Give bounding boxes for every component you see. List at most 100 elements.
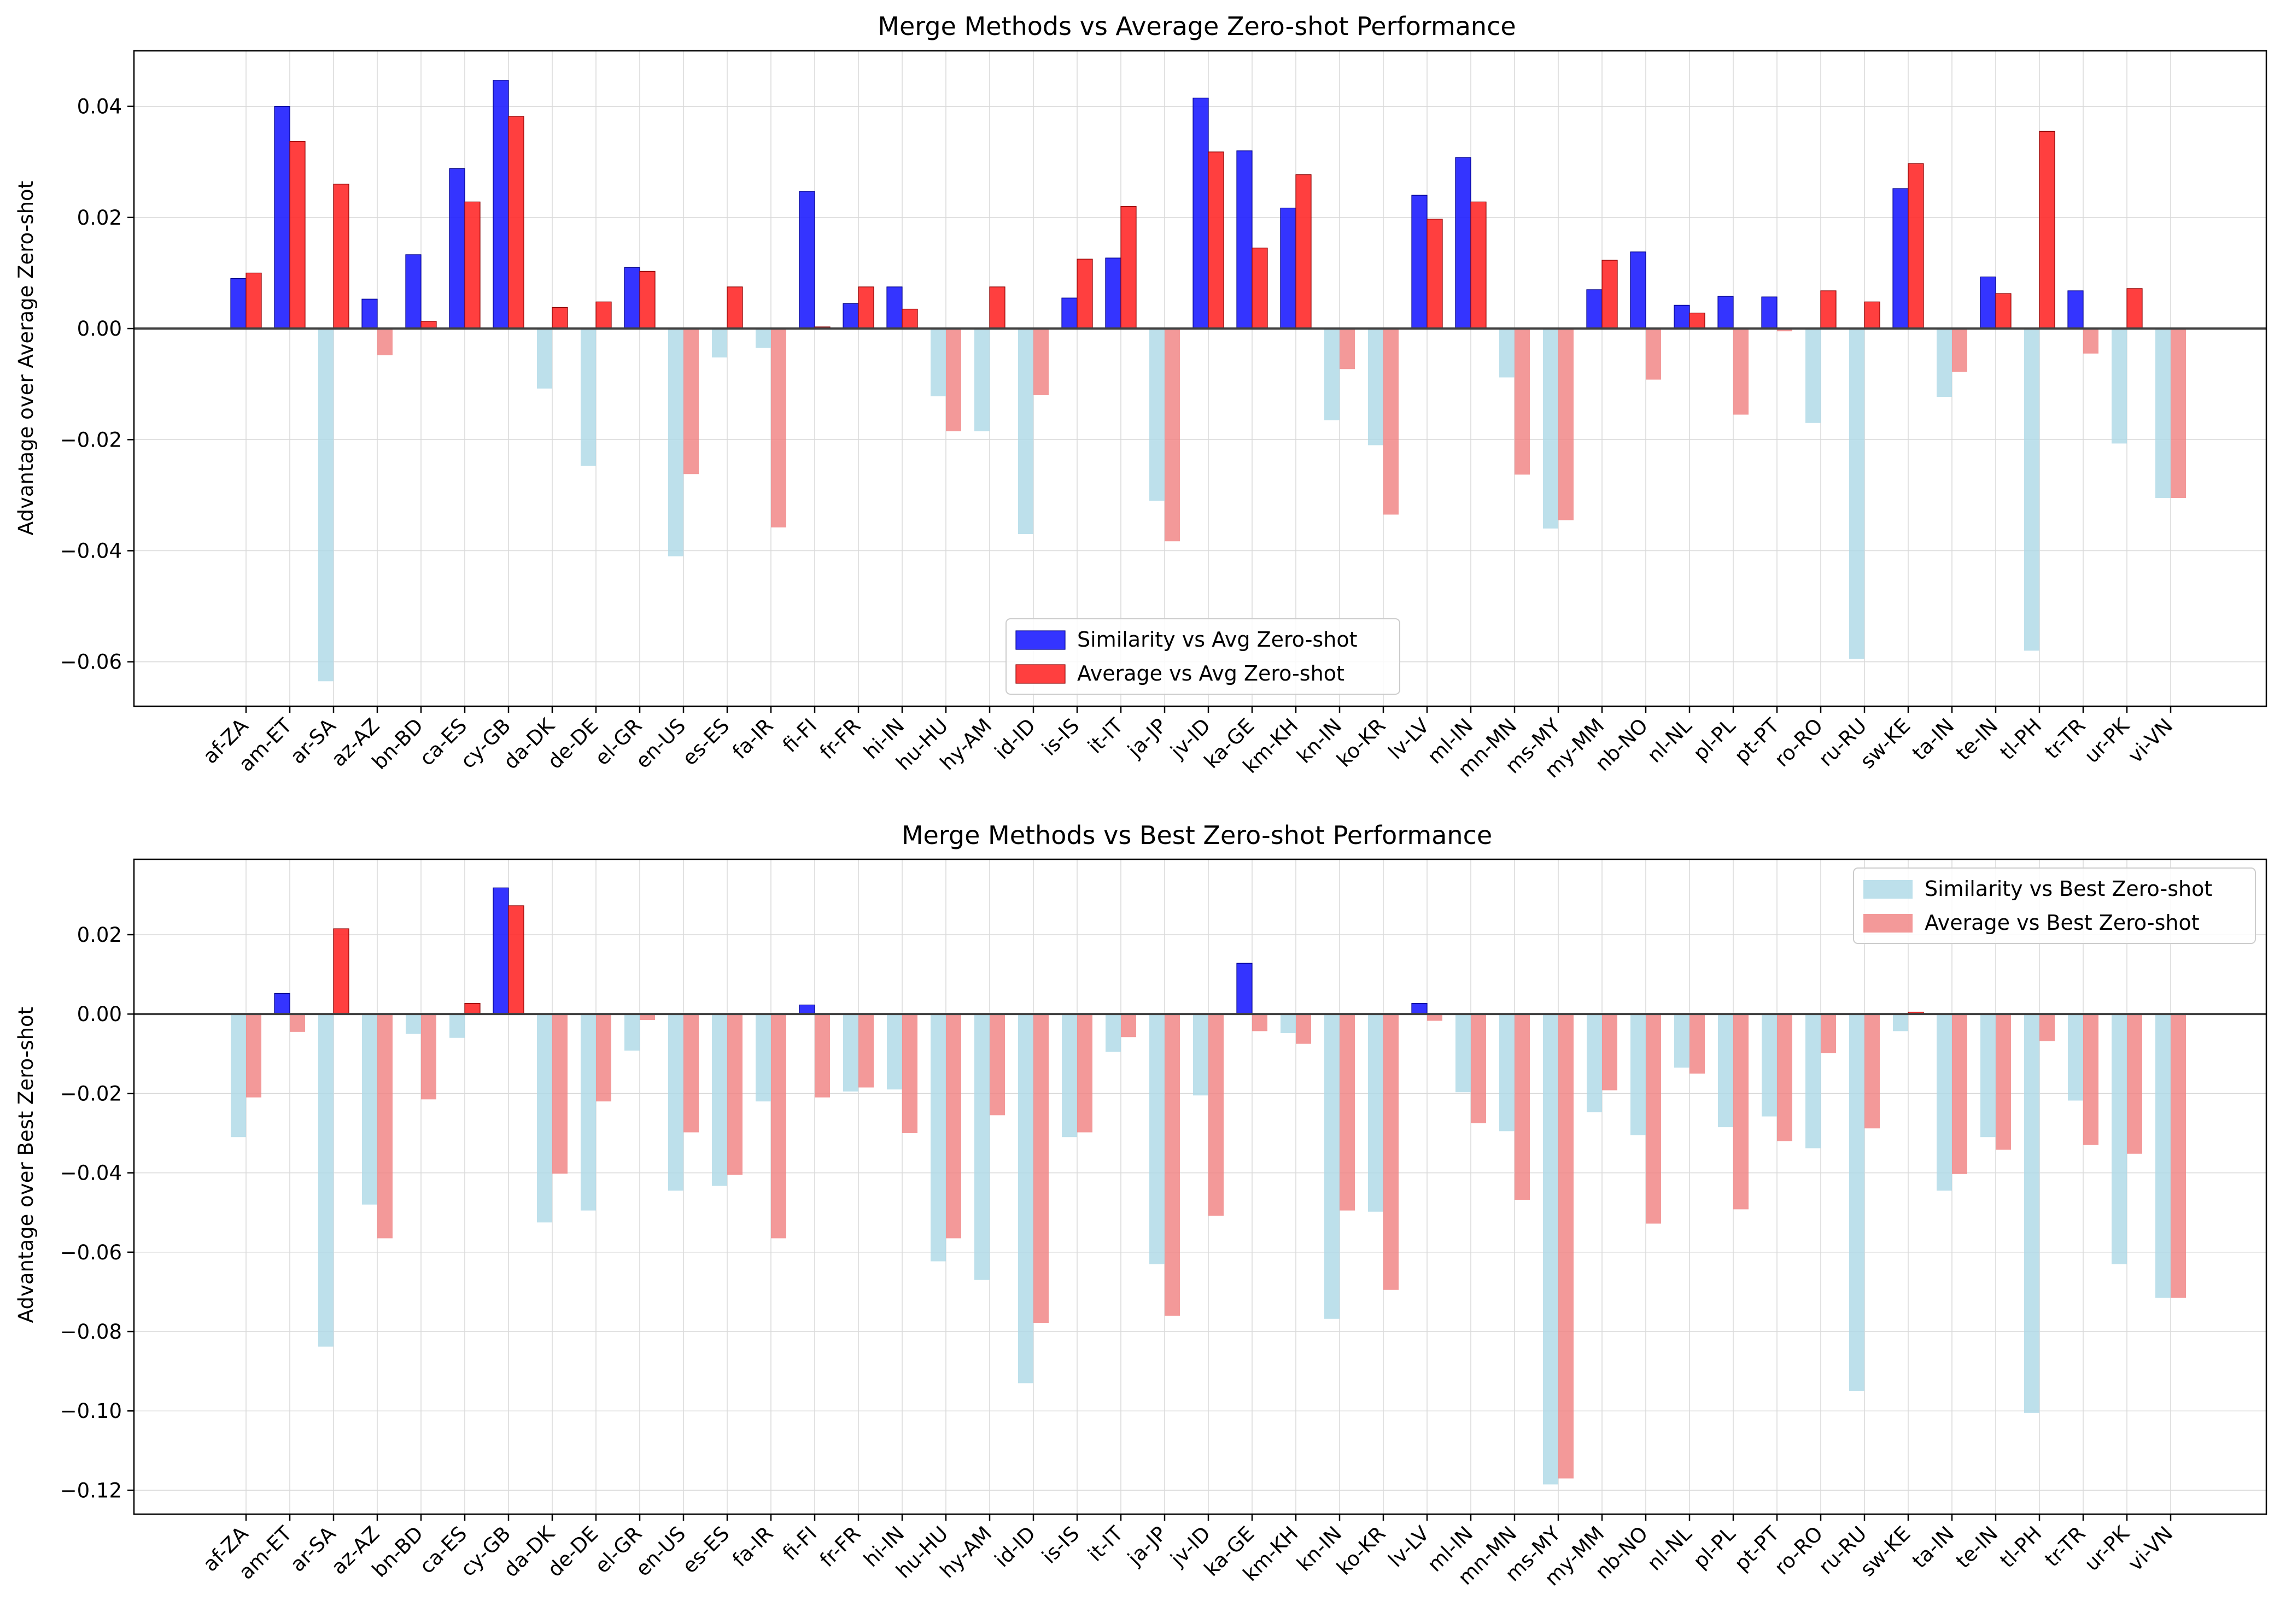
- bars: [231, 887, 2186, 1485]
- y-tick-label: 0.00: [77, 317, 122, 341]
- bar-similarity-ca-ES: [449, 1014, 465, 1038]
- x-tick-label: ja-JP: [1123, 1522, 1172, 1570]
- x-tick-label: tr-TR: [2040, 714, 2090, 764]
- y-tick-label: −0.02: [60, 1082, 122, 1105]
- bar-average-ca-ES: [464, 1002, 481, 1015]
- bar-similarity-am-ET: [274, 106, 290, 329]
- bar-similarity-en-US: [668, 329, 683, 556]
- bar-similarity-hy-AM: [974, 1014, 990, 1280]
- y-tick-label: −0.08: [60, 1320, 122, 1344]
- bar-average-el-GR: [640, 1014, 655, 1021]
- y-tick-label: −0.04: [60, 539, 122, 562]
- bar-similarity-da-DK: [537, 1014, 552, 1223]
- bar-average-my-MM: [1601, 260, 1618, 329]
- y-tick-label: 0.00: [77, 1002, 122, 1026]
- legend-label: Average vs Avg Zero-shot: [1077, 661, 1344, 685]
- bar-similarity-vi-VN: [2155, 1014, 2171, 1298]
- x-tick-label: es-ES: [678, 1522, 734, 1578]
- bar-average-hi-IN: [902, 308, 918, 329]
- x-tick-label: de-DE: [543, 1522, 603, 1581]
- bar-similarity-hi-IN: [886, 286, 903, 329]
- x-tick-label: sw-KE: [1856, 714, 1915, 773]
- x-tick-label: fa-IR: [728, 1522, 777, 1572]
- x-tick-label: pl-PL: [1688, 714, 1740, 765]
- x-tick-label: bn-BD: [367, 1522, 428, 1582]
- bar-average-nb-NO: [1646, 1014, 1661, 1224]
- bar-similarity-fi-FI: [799, 191, 815, 329]
- bar-average-pl-PL: [1733, 1014, 1749, 1210]
- bar-similarity-mn-MN: [1499, 1014, 1515, 1131]
- bar-average-kn-IN: [1340, 1014, 1355, 1211]
- x-tick-label: ko-KR: [1332, 1522, 1390, 1580]
- bar-average-da-DK: [552, 1014, 568, 1174]
- bar-similarity-is-IS: [1062, 1014, 1077, 1138]
- y-tick-label: 0.02: [77, 206, 122, 230]
- x-tick-label: tr-TR: [2040, 1522, 2090, 1572]
- x-tick-label: ta-IN: [1908, 714, 1959, 765]
- bar-similarity-de-DE: [581, 1014, 596, 1211]
- bar-average-ms-MY: [1558, 329, 1574, 520]
- bar-average-vi-VN: [2171, 1014, 2186, 1298]
- bar-similarity-ka-GE: [1236, 150, 1253, 329]
- bar-average-ms-MY: [1558, 1014, 1574, 1479]
- bar-similarity-ja-JP: [1149, 329, 1165, 501]
- bar-average-it-IT: [1120, 206, 1137, 329]
- bar-average-fa-IR: [771, 1014, 786, 1239]
- bar-similarity-my-MM: [1586, 289, 1603, 329]
- bar-similarity-fi-FI: [799, 1004, 815, 1015]
- bar-similarity-id-ID: [1018, 1014, 1033, 1383]
- bar-similarity-tr-TR: [2067, 290, 2084, 329]
- bar-average-my-MM: [1602, 1014, 1617, 1091]
- bar-similarity-es-ES: [712, 329, 727, 357]
- legend-swatch: [1015, 664, 1066, 684]
- x-tick-label: fr-FR: [815, 1522, 865, 1572]
- bar-similarity-fr-FR: [843, 303, 859, 329]
- bar-similarity-hu-HU: [931, 329, 946, 397]
- bar-average-tl-PH: [2039, 131, 2055, 329]
- x-tick-label: lv-LV: [1384, 714, 1434, 764]
- bars: [230, 80, 2186, 682]
- bar-similarity-km-KH: [1281, 1014, 1296, 1034]
- x-tick-label: vi-VN: [2124, 714, 2178, 768]
- bar-similarity-el-GR: [624, 267, 640, 329]
- bar-average-hy-AM: [990, 1014, 1005, 1116]
- bar-similarity-nl-NL: [1674, 304, 1690, 329]
- bar-similarity-tr-TR: [2068, 1014, 2083, 1101]
- bar-similarity-ml-IN: [1455, 1014, 1471, 1093]
- bar-average-ml-IN: [1470, 201, 1487, 329]
- bar-average-te-IN: [1995, 293, 2012, 329]
- y-tick-label: −0.04: [60, 1162, 122, 1185]
- bar-average-el-GR: [639, 271, 656, 329]
- bar-similarity-ro-RO: [1805, 1014, 1821, 1148]
- bar-average-lv-LV: [1427, 219, 1443, 329]
- x-tick-label: id-ID: [990, 714, 1040, 764]
- bar-average-cy-GB: [508, 116, 524, 329]
- x-tick-label: tl-PH: [1996, 714, 2047, 765]
- bar-average-jv-ID: [1208, 1014, 1224, 1216]
- x-tick-label: ro-RO: [1770, 1522, 1827, 1579]
- bar-average-pt-PT: [1777, 329, 1792, 332]
- bar-similarity-jv-ID: [1193, 1014, 1208, 1096]
- chart-best-zero-shot: Merge Methods vs Best Zero-shot Performa…: [14, 820, 2267, 1590]
- legend-label: Average vs Best Zero-shot: [1925, 911, 2200, 935]
- bar-similarity-hu-HU: [931, 1014, 946, 1262]
- y-axis-label: Advantage over Average Zero-shot: [14, 181, 38, 535]
- bar-average-af-ZA: [245, 272, 262, 329]
- bar-average-ca-ES: [464, 201, 481, 329]
- legend-box: [1005, 618, 1400, 695]
- y-tick-label: −0.12: [60, 1479, 122, 1502]
- bar-average-vi-VN: [2171, 329, 2186, 498]
- bar-average-af-ZA: [246, 1014, 261, 1098]
- bar-similarity-af-ZA: [231, 1014, 246, 1138]
- bar-similarity-it-IT: [1105, 257, 1121, 329]
- bar-similarity-ko-KR: [1368, 329, 1383, 445]
- bar-average-fi-FI: [815, 1014, 830, 1098]
- chart-title: Merge Methods vs Average Zero-shot Perfo…: [878, 11, 1516, 41]
- legend-box: [1853, 867, 2256, 944]
- bar-similarity-nb-NO: [1630, 251, 1646, 329]
- bar-average-ka-GE: [1252, 248, 1268, 329]
- bar-average-is-IS: [1077, 1014, 1092, 1133]
- bar-average-es-ES: [727, 1014, 743, 1175]
